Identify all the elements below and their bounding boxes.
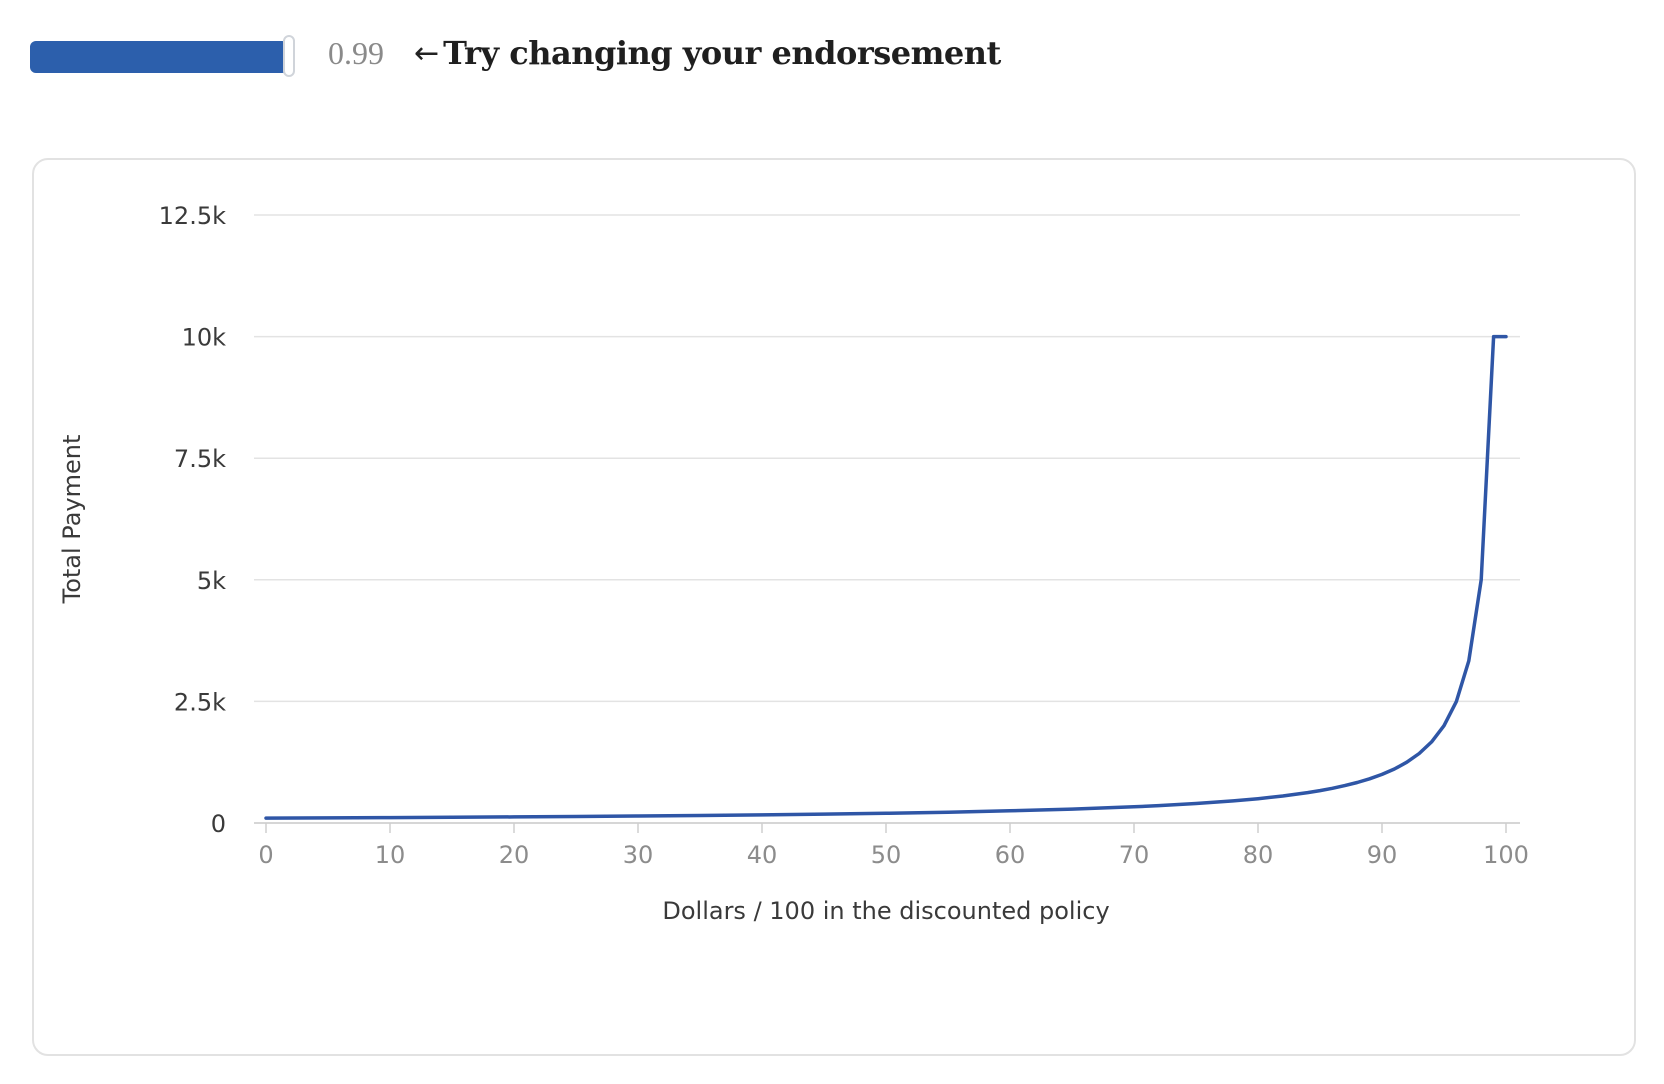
payment-line-chart: 0 2.5k 5k 7.5k 10k 12.5k 0 10 20 30 40 50 60 70 80 90 1… — [58, 202, 1529, 925]
y-axis-title: Total Payment — [58, 435, 86, 605]
y-tick-label: 10k — [182, 324, 227, 352]
x-tick-label: 100 — [1483, 841, 1529, 869]
x-tick-label: 50 — [871, 841, 902, 869]
y-tick-label: 7.5k — [174, 445, 226, 473]
x-tick-label: 20 — [499, 841, 530, 869]
y-tick-label: 0 — [211, 810, 226, 838]
x-tick-label: 30 — [623, 841, 654, 869]
endorsement-control: 0.99 ← Try changing your endorsement — [30, 28, 1001, 78]
y-tick-label: 12.5k — [159, 202, 226, 230]
endorsement-hint: ← Try changing your endorsement — [414, 34, 1001, 72]
chart-card: 0 2.5k 5k 7.5k 10k 12.5k 0 10 20 30 40 50 60 70 80 90 1… — [32, 158, 1636, 1056]
series-line — [264, 334, 1508, 820]
slider-fill — [30, 41, 286, 73]
x-tick-label: 10 — [375, 841, 406, 869]
grid-lines — [254, 214, 1520, 824]
slider-thumb[interactable] — [283, 35, 296, 77]
x-tick-label: 70 — [1119, 841, 1150, 869]
x-axis-title: Dollars / 100 in the discounted policy — [662, 897, 1109, 925]
y-tick-label: 5k — [197, 567, 226, 595]
x-tick-label: 0 — [258, 841, 273, 869]
x-tick-label: 40 — [747, 841, 778, 869]
x-axis-ticks: 0 10 20 30 40 50 60 70 80 90 100 — [258, 823, 1529, 869]
hint-text: Try changing your endorsement — [443, 34, 1001, 72]
x-tick-label: 90 — [1367, 841, 1398, 869]
arrow-left-icon: ← — [414, 35, 440, 71]
slider-value: 0.99 — [328, 34, 384, 71]
y-axis-ticks: 0 2.5k 5k 7.5k 10k 12.5k — [159, 202, 226, 838]
slider-track[interactable] — [30, 41, 288, 73]
x-tick-label: 60 — [995, 841, 1026, 869]
x-tick-label: 80 — [1243, 841, 1274, 869]
y-tick-label: 2.5k — [174, 688, 226, 716]
endorsement-slider[interactable] — [30, 31, 296, 77]
